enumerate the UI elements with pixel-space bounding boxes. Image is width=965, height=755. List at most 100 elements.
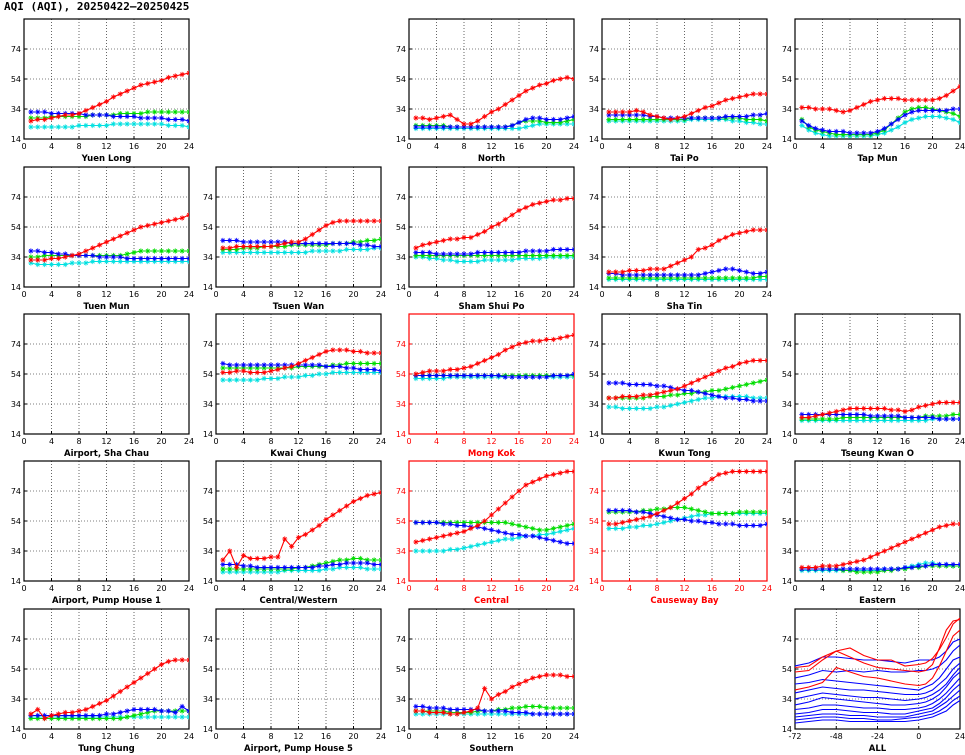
data-point-cyan — [337, 248, 343, 254]
data-point-blue — [433, 124, 440, 130]
x-tick-label: 4 — [434, 437, 439, 446]
data-point-red — [309, 527, 315, 533]
data-point-green — [550, 252, 556, 259]
data-point-blue — [647, 510, 653, 517]
data-point-cyan — [495, 257, 501, 263]
data-point-red — [537, 476, 543, 482]
data-point-blue — [468, 124, 474, 130]
x-tick-label: 16 — [129, 437, 139, 446]
data-point-red — [530, 675, 536, 681]
data-point-green — [523, 524, 529, 530]
data-point-blue — [172, 709, 178, 716]
data-point-blue — [344, 365, 350, 371]
data-point-cyan — [420, 548, 426, 554]
x-tick-label: 24 — [569, 142, 579, 151]
data-point-cyan — [874, 417, 881, 424]
x-tick-label: 8 — [847, 584, 852, 593]
data-point-red — [633, 516, 639, 523]
data-point-green — [523, 252, 529, 259]
x-tick-label: 24 — [184, 290, 194, 299]
data-point-cyan — [289, 249, 295, 256]
series-line-cyan — [222, 371, 381, 381]
data-point-blue — [523, 709, 529, 716]
data-point-red — [117, 233, 123, 239]
data-point-green — [247, 566, 253, 572]
data-point-blue — [337, 561, 343, 568]
data-point-red — [695, 377, 701, 383]
data-point-red — [943, 522, 949, 529]
data-point-blue — [165, 116, 171, 123]
data-point-red — [743, 359, 749, 365]
data-point-cyan — [799, 122, 805, 129]
data-point-blue — [488, 372, 495, 379]
data-point-green — [743, 381, 749, 388]
x-tick-label: 0 — [792, 437, 797, 446]
data-point-green — [675, 392, 681, 398]
data-point-cyan — [929, 113, 936, 120]
y-tick-label: 54 — [11, 370, 21, 379]
series-line-blue — [608, 112, 767, 119]
data-point-cyan — [69, 124, 75, 130]
y-tick-label: 54 — [396, 665, 406, 674]
data-point-red — [557, 470, 563, 476]
y-tick-label: 54 — [589, 75, 599, 84]
data-point-red — [543, 672, 550, 678]
data-point-red — [523, 678, 529, 684]
data-point-cyan — [654, 521, 660, 527]
data-point-green — [152, 248, 158, 254]
data-point-green — [516, 705, 522, 711]
data-point-blue — [350, 365, 357, 371]
data-point-blue — [337, 363, 343, 370]
x-tick-label: 8 — [268, 437, 273, 446]
data-point-green — [364, 557, 370, 563]
data-point-cyan — [28, 124, 34, 130]
data-point-red — [936, 95, 942, 102]
x-tick-label: 0 — [21, 584, 26, 593]
data-point-cyan — [152, 714, 158, 720]
data-point-blue — [131, 706, 137, 713]
data-point-cyan — [302, 249, 308, 256]
data-point-blue — [357, 366, 363, 373]
series-line-cyan — [608, 118, 767, 125]
data-point-cyan — [633, 405, 639, 412]
data-point-cyan — [186, 124, 189, 130]
data-point-green — [909, 106, 915, 112]
data-point-red — [90, 104, 96, 111]
data-point-red — [564, 673, 570, 680]
x-tick-label: 0 — [406, 437, 411, 446]
y-tick-label: 54 — [396, 517, 406, 526]
data-point-cyan — [543, 531, 550, 538]
data-point-cyan — [613, 404, 619, 410]
data-point-green — [750, 380, 756, 386]
data-point-blue — [83, 112, 89, 118]
x-tick-label: 20 — [348, 437, 358, 446]
y-tick-label: 14 — [589, 430, 599, 439]
x-tick-label: 4 — [434, 142, 439, 151]
data-point-green — [364, 237, 370, 244]
data-point-blue — [454, 251, 460, 257]
data-point-blue — [509, 709, 515, 716]
data-point-red — [668, 387, 674, 394]
data-point-green — [550, 525, 556, 532]
data-point-blue — [537, 534, 543, 541]
data-point-green — [557, 119, 563, 126]
data-point-blue — [158, 115, 165, 121]
series-group — [413, 672, 574, 717]
data-point-cyan — [97, 258, 103, 265]
x-tick-label: 24 — [569, 290, 579, 299]
data-point-red — [488, 696, 495, 702]
data-point-green — [743, 275, 749, 281]
data-point-blue — [902, 564, 908, 571]
data-point-red — [813, 564, 819, 571]
data-point-red — [117, 91, 123, 97]
y-tick-label: 34 — [782, 547, 792, 556]
y-tick-label: 74 — [589, 193, 599, 202]
data-point-red — [888, 95, 894, 102]
page-title: AQI (AQI), 20250422–20250425 — [4, 0, 190, 13]
data-point-red — [440, 368, 446, 374]
data-point-blue — [90, 252, 96, 259]
data-point-red — [364, 350, 370, 356]
data-point-green — [69, 715, 75, 722]
